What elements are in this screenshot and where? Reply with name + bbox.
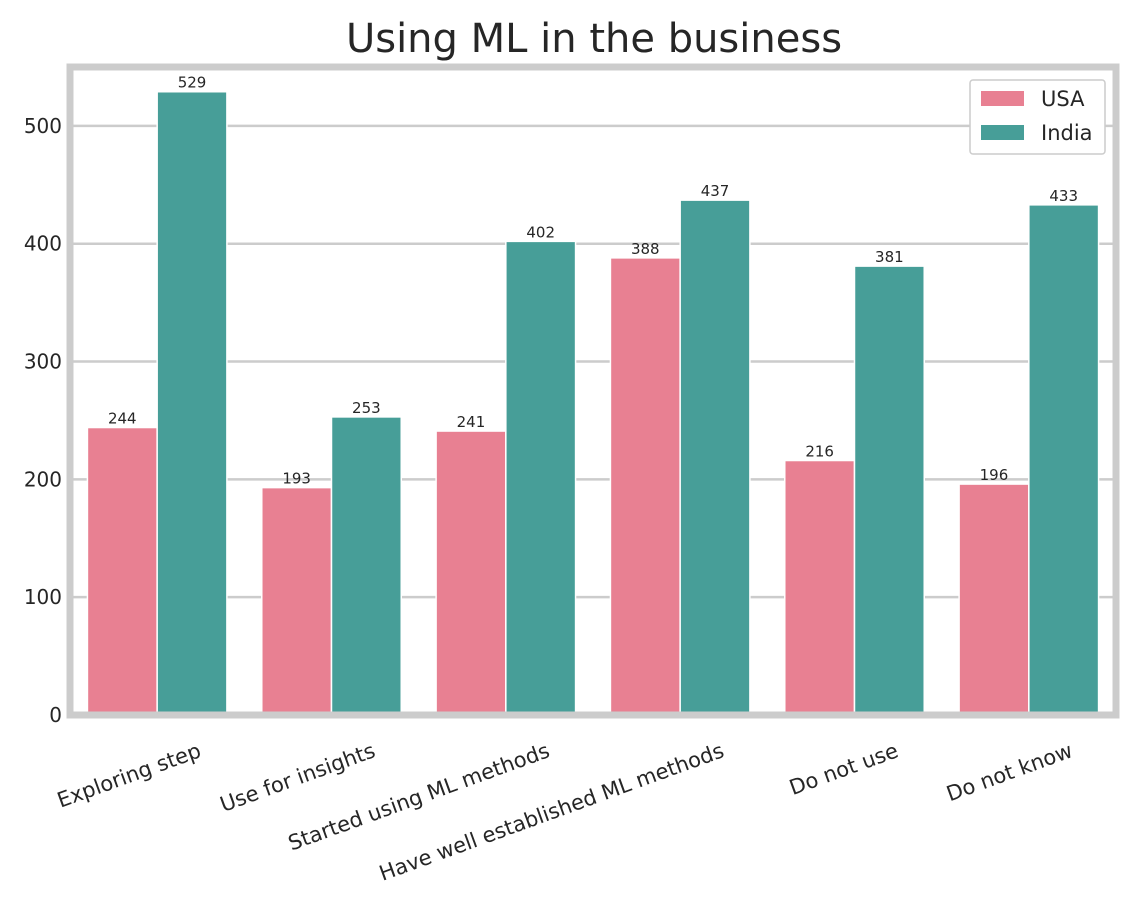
bar-india-5 <box>853 265 925 716</box>
legend-label-usa: USA <box>1041 87 1085 111</box>
x-tick-label: Do not know <box>943 738 1075 806</box>
y-axis-ticks: 0 100 200 300 400 500 <box>24 114 62 727</box>
bar-usa-5 <box>784 459 856 716</box>
legend: USA India <box>969 79 1106 155</box>
bar-value-label: 529 <box>178 74 207 92</box>
bars <box>86 90 1100 716</box>
bar-value-labels: 244 529 193 253 241 402 388 437 216 381 196 433 <box>108 74 1078 488</box>
bar-value-label: 388 <box>631 240 660 258</box>
bar-value-label: 196 <box>980 466 1009 484</box>
bar-india-1 <box>156 90 228 716</box>
grid-lines <box>70 124 1116 599</box>
x-tick-label: Do not use <box>786 738 901 800</box>
bar-india-2 <box>330 416 402 716</box>
plot-frame <box>66 63 1120 719</box>
legend-swatch-usa <box>981 91 1024 106</box>
bar-value-label: 244 <box>108 410 137 428</box>
y-tick-label: 0 <box>49 703 62 727</box>
y-tick-label: 100 <box>24 585 62 609</box>
bar-usa-3 <box>435 430 507 716</box>
bar-value-label: 433 <box>1049 187 1078 205</box>
bar-value-label: 381 <box>875 248 904 266</box>
legend-label-india: India <box>1041 121 1093 145</box>
legend-swatch-india <box>981 125 1024 140</box>
bar-usa-2 <box>261 486 333 716</box>
bar-value-label: 437 <box>701 182 730 200</box>
bar-india-6 <box>1028 204 1100 716</box>
bar-usa-1 <box>86 426 158 716</box>
bar-value-label: 193 <box>282 470 311 488</box>
bar-usa-6 <box>958 483 1030 716</box>
bar-value-label: 216 <box>805 443 834 461</box>
x-tick-label: Use for insights <box>217 738 379 816</box>
chart-title: Using ML in the business <box>346 16 842 62</box>
bar-value-label: 253 <box>352 399 381 417</box>
bar-usa-4 <box>609 257 681 716</box>
y-tick-label: 500 <box>24 114 62 138</box>
bar-india-3 <box>505 240 577 716</box>
y-tick-label: 400 <box>24 232 62 256</box>
bar-india-4 <box>679 199 751 716</box>
y-tick-label: 300 <box>24 350 62 374</box>
bar-value-label: 241 <box>457 413 486 431</box>
y-tick-label: 200 <box>24 467 62 491</box>
x-tick-label: Exploring step <box>54 738 204 812</box>
bar-value-label: 402 <box>526 223 555 241</box>
